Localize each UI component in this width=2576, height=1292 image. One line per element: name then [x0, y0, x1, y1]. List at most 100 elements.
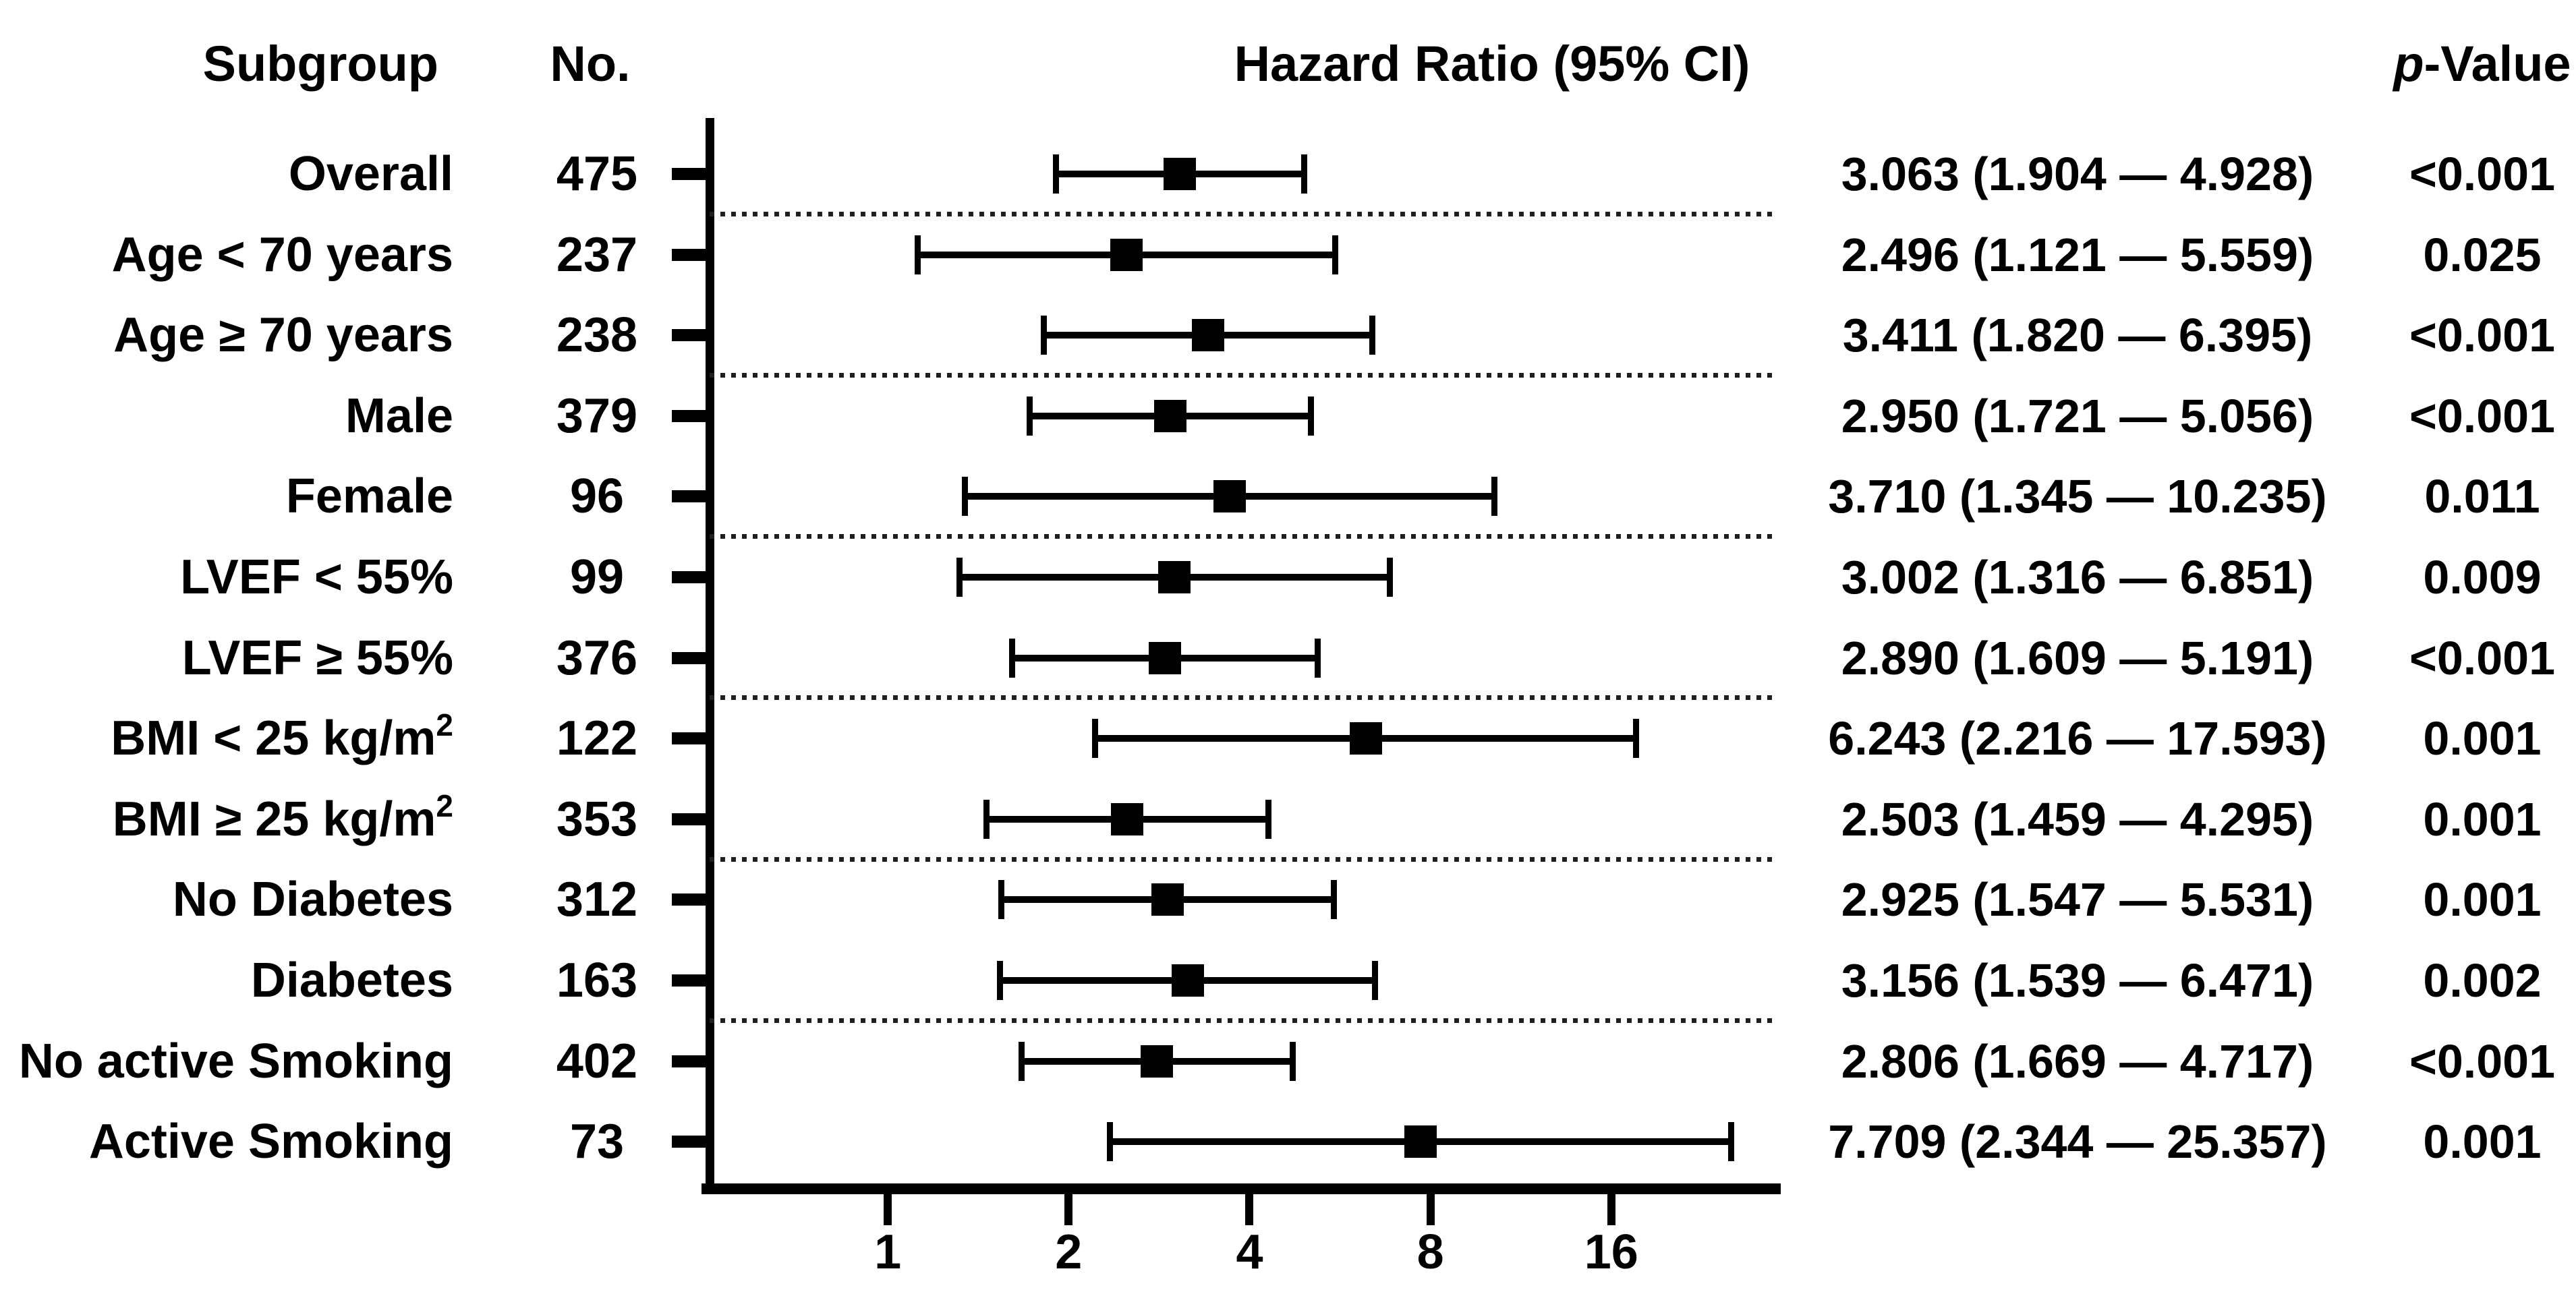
ci-lower-cap — [1008, 638, 1015, 678]
p-value-text: <0.001 — [2409, 1034, 2556, 1088]
p-value-header-italic-p: p — [2393, 36, 2424, 92]
p-value-text: 0.009 — [2423, 551, 2542, 604]
ci-lower-cap — [1018, 1041, 1025, 1081]
subgroup-label: Active Smoking — [88, 1115, 453, 1169]
subgroup-label: LVEF ≥ 55% — [181, 630, 453, 685]
ci-lower-cap — [1092, 719, 1099, 759]
ci-lower-cap — [997, 961, 1004, 1000]
n-value: 73 — [569, 1115, 625, 1169]
dotted-separator — [710, 534, 1775, 539]
y-axis-row-tick — [672, 651, 707, 664]
n-value: 237 — [556, 227, 638, 282]
ci-lower-cap — [1107, 1122, 1114, 1162]
x-axis-line — [702, 1183, 1781, 1194]
n-value: 163 — [556, 953, 638, 1007]
x-axis-tick — [1607, 1194, 1615, 1225]
n-value: 99 — [569, 550, 625, 604]
p-value-text: 0.001 — [2423, 712, 2542, 765]
ci-upper-cap — [1265, 799, 1271, 839]
x-axis-tick-label: 2 — [1055, 1225, 1083, 1279]
hr-point-marker — [1213, 480, 1247, 513]
hr-ci-text: 3.156 (1.539 — 6.471) — [1841, 954, 2314, 1007]
hr-ci-text: 3.063 (1.904 — 4.928) — [1841, 148, 2314, 200]
y-axis-row-tick — [672, 974, 707, 987]
x-axis-tick-label: 4 — [1236, 1225, 1263, 1279]
y-axis-row-tick — [672, 1136, 707, 1148]
subgroup-label: Male — [345, 388, 453, 443]
y-axis-row-tick — [672, 813, 707, 825]
column-header-hazard-ratio: Hazard Ratio (95% CI) — [1234, 36, 1750, 92]
ci-lower-cap — [1052, 154, 1059, 194]
y-axis-row-tick — [672, 571, 707, 583]
subgroup-label: Age < 70 years — [111, 227, 453, 282]
subgroup-label: Age ≥ 70 years — [113, 308, 453, 363]
hr-ci-text: 7.709 (2.344 — 25.357) — [1828, 1115, 2327, 1169]
ci-upper-cap — [1332, 235, 1339, 274]
x-axis-tick — [1426, 1194, 1435, 1225]
hr-point-marker — [1151, 883, 1184, 916]
hr-point-marker — [1111, 802, 1144, 835]
y-axis-row-tick — [672, 893, 707, 906]
hr-point-marker — [1153, 399, 1186, 432]
x-axis-tick-label: 1 — [874, 1225, 902, 1279]
subgroup-label: No Diabetes — [172, 873, 453, 927]
n-value: 402 — [556, 1034, 638, 1088]
ci-upper-cap — [1314, 638, 1321, 678]
p-value-text: 0.002 — [2423, 954, 2542, 1007]
hr-point-marker — [1148, 641, 1181, 674]
n-value: 475 — [556, 147, 638, 201]
subgroup-label: BMI < 25 kg/m2 — [111, 707, 453, 766]
ci-upper-cap — [1331, 880, 1338, 920]
hr-point-marker — [1171, 964, 1204, 997]
hr-ci-text: 3.710 (1.345 — 10.235) — [1828, 470, 2327, 523]
ci-upper-cap — [1307, 396, 1314, 436]
subgroup-label: LVEF < 55% — [180, 550, 453, 604]
hr-ci-text: 2.496 (1.121 — 5.559) — [1841, 228, 2314, 281]
p-value-text: 0.025 — [2423, 228, 2542, 281]
y-axis-row-tick — [672, 732, 707, 745]
x-axis-tick-label: 8 — [1416, 1225, 1444, 1279]
subgroup-label: Overall — [288, 147, 453, 201]
n-value: 353 — [556, 792, 638, 846]
ci-upper-cap — [1372, 961, 1379, 1000]
subgroup-label: BMI ≥ 25 kg/m2 — [112, 788, 453, 846]
hr-point-marker — [1164, 158, 1197, 190]
y-axis-row-tick — [672, 409, 707, 422]
subgroup-label: Diabetes — [250, 953, 453, 1007]
ci-lower-cap — [1041, 316, 1048, 355]
column-header-subgroup: Subgroup — [202, 36, 438, 92]
y-axis-line — [706, 118, 714, 1190]
p-value-text: <0.001 — [2409, 309, 2556, 362]
ci-upper-cap — [1289, 1041, 1296, 1081]
p-value-header-rest: -Value — [2424, 36, 2571, 92]
x-axis-tick — [884, 1194, 892, 1225]
x-axis-tick-label: 16 — [1584, 1225, 1638, 1279]
hr-point-marker — [1191, 319, 1224, 352]
n-value: 122 — [556, 711, 638, 766]
subgroup-label: Female — [285, 469, 453, 524]
column-header-no: No. — [550, 36, 631, 92]
hr-ci-text: 6.243 (2.216 — 17.593) — [1828, 712, 2327, 765]
column-header-p-value: p-Value — [2354, 24, 2576, 105]
dotted-separator — [710, 856, 1775, 862]
hr-ci-text: 2.806 (1.669 — 4.717) — [1841, 1034, 2314, 1088]
hr-ci-text: 2.925 (1.547 — 5.531) — [1841, 873, 2314, 927]
n-value: 376 — [556, 630, 638, 685]
x-axis-tick — [1064, 1194, 1073, 1225]
p-value-text: <0.001 — [2409, 389, 2556, 442]
ci-upper-cap — [1387, 558, 1394, 597]
hr-point-marker — [1141, 1045, 1174, 1078]
y-axis-row-tick — [672, 329, 707, 342]
hr-point-marker — [1110, 238, 1143, 271]
ci-upper-cap — [1491, 477, 1498, 517]
p-value-text: 0.011 — [2424, 470, 2540, 523]
hr-ci-text: 2.890 (1.609 — 5.191) — [1841, 631, 2314, 684]
ci-lower-cap — [998, 880, 1005, 920]
y-axis-row-tick — [672, 168, 707, 180]
n-value: 96 — [569, 469, 625, 524]
hr-ci-text: 3.411 (1.820 — 6.395) — [1842, 309, 2313, 362]
y-axis-row-tick — [672, 248, 707, 261]
p-value-text: 0.001 — [2423, 1115, 2542, 1169]
dotted-separator — [710, 695, 1775, 701]
